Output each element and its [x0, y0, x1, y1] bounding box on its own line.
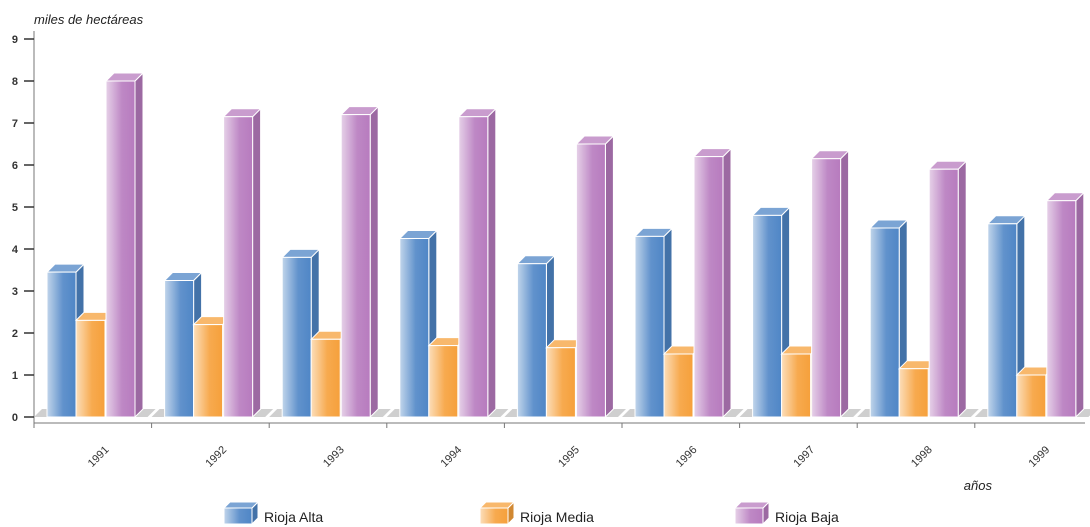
x-tick-label: 1994	[439, 444, 465, 470]
y-tick-label: 5	[12, 202, 18, 214]
bar-front	[869, 227, 900, 418]
x-tick-label: 1999	[1027, 444, 1053, 470]
x-tick-label: 1995	[556, 444, 582, 470]
bar-front	[281, 256, 312, 418]
bar-side	[487, 107, 497, 419]
bar-side	[957, 159, 967, 419]
x-tick-label: 1996	[674, 444, 700, 470]
bar-front	[75, 319, 106, 418]
bar-front	[575, 143, 606, 418]
bar-front	[781, 353, 812, 418]
bars	[45, 71, 1086, 419]
bar-front	[105, 80, 136, 418]
bar-rioja-baja-1998	[927, 159, 968, 419]
bar-front	[928, 168, 959, 418]
x-tick-label: 1993	[321, 444, 347, 470]
x-axis: 1991 1992 1993 1994 1995 1996 1997 1998 1999	[33, 422, 1085, 470]
bar-side	[1075, 191, 1085, 419]
legend-swatch	[734, 507, 764, 525]
x-tick-label: 1992	[203, 444, 229, 470]
legend-label: Rioja Alta	[264, 509, 323, 525]
y-axis-title: miles de hectáreas	[34, 12, 144, 27]
bar-front	[634, 235, 665, 418]
y-tick-label: 1	[12, 370, 18, 382]
legend-label: Rioja Media	[520, 509, 594, 525]
y-tick-label: 6	[12, 160, 18, 172]
x-tick-label: 1991	[86, 444, 112, 470]
bar-rioja-baja-1991	[104, 71, 145, 419]
bar-side	[134, 71, 144, 419]
bar-front	[223, 116, 254, 418]
bar-front	[428, 345, 459, 418]
bar-side	[369, 105, 379, 419]
y-tick-label: 3	[12, 286, 18, 298]
bar-side	[252, 107, 262, 419]
bar-front	[310, 338, 341, 418]
bar-rioja-baja-1999	[1045, 191, 1086, 419]
legend-label: Rioja Baja	[775, 509, 839, 525]
bar-front	[663, 353, 694, 418]
legend-swatch-top	[222, 501, 260, 509]
y-tick-label: 8	[12, 76, 18, 88]
bar-rioja-baja-1996	[692, 147, 733, 419]
bar-front	[898, 368, 929, 418]
y-tick-label: 0	[12, 412, 18, 424]
bar-front	[693, 156, 724, 418]
bar-front	[987, 223, 1018, 418]
bar-side	[604, 134, 614, 419]
bar-front	[1046, 200, 1077, 418]
bar-front	[399, 238, 430, 418]
bar-rioja-media-1995	[545, 338, 585, 419]
bar-front	[545, 347, 576, 418]
y-tick-label: 2	[12, 328, 18, 340]
legend-swatch	[479, 507, 509, 525]
bar-front	[46, 271, 77, 418]
legend-item-rioja-baja: Rioja Baja	[733, 500, 839, 526]
y-tick-label: 7	[12, 118, 18, 130]
legend-swatch-top	[478, 501, 516, 509]
legend-swatch	[223, 507, 253, 525]
legend: Rioja Alta Rioja Media Rioja Baja	[222, 500, 839, 526]
y-tick-label: 9	[12, 34, 18, 46]
bar-front	[458, 116, 489, 418]
legend-item-rioja-alta: Rioja Alta	[222, 500, 323, 526]
bar-rioja-baja-1992	[222, 107, 262, 419]
bar-front	[1016, 374, 1047, 418]
bar-rioja-alta-1997	[751, 206, 791, 419]
bar-rioja-baja-1995	[575, 134, 615, 419]
bar-side	[840, 149, 850, 419]
bar-front	[811, 158, 842, 418]
bar-rioja-alta-1999	[986, 214, 1027, 419]
bar-front	[193, 324, 224, 418]
bar-side	[722, 147, 732, 419]
bar-rioja-baja-1997	[810, 149, 850, 419]
bar-front	[516, 263, 547, 418]
bar-front	[340, 114, 371, 418]
legend-swatch-top	[733, 501, 771, 509]
legend-item-rioja-media: Rioja Media	[478, 500, 594, 526]
y-tick-label: 4	[12, 244, 19, 256]
bar-rioja-baja-1994	[457, 107, 498, 419]
bar-front	[164, 280, 195, 418]
x-tick-label: 1997	[791, 444, 817, 470]
bar-front	[752, 214, 783, 418]
y-axis: 0 1 2 3 4 5 6 7 8 9	[12, 31, 35, 424]
x-tick-label: 1998	[909, 444, 935, 470]
x-axis-title: años	[964, 478, 993, 493]
bar-rioja-baja-1993	[339, 105, 380, 419]
